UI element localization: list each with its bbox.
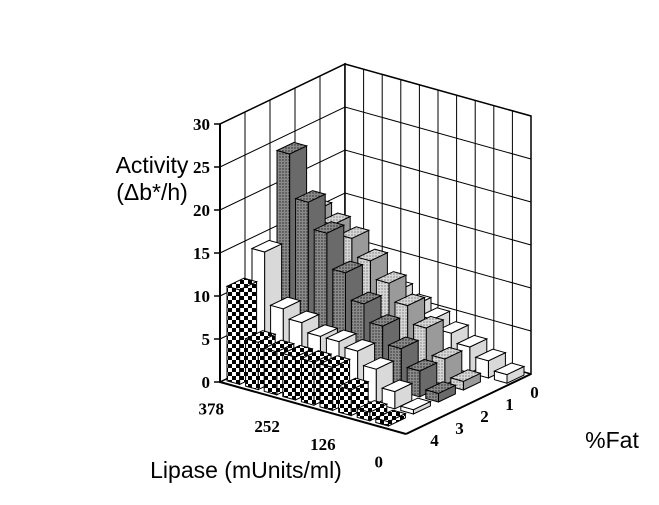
gridline-y: [219, 149, 532, 211]
bar-fat0-lipase42: [474, 348, 507, 379]
fat-tick-label: 0: [530, 383, 539, 402]
gridline-y: [219, 106, 532, 168]
bar-fat4-lipase42: [374, 409, 407, 427]
bar-fat2-lipase42: [424, 381, 457, 403]
bar-fat3-lipase42: [399, 397, 432, 415]
y-tick-label: 0: [202, 373, 211, 392]
lipase-axis-line: [219, 381, 407, 435]
y-axis-label-line1: Activity: [116, 152, 189, 178]
z-axis-label: %Fat: [585, 427, 639, 453]
gridline-y: [219, 63, 532, 125]
y-tick-label: 30: [193, 115, 210, 134]
fat-tick-label: 1: [505, 395, 514, 414]
lipase-tick-label: 126: [310, 435, 336, 454]
bar-fat3-lipase126: [362, 357, 395, 405]
fat-tick-label: 4: [430, 431, 439, 450]
y-tick-label: 5: [202, 330, 211, 349]
x-axis-label: Lipase (mUnits/ml): [150, 457, 342, 483]
lipase-tick-label: 252: [254, 417, 280, 436]
lipase-tick-label: 378: [199, 400, 225, 419]
chart-bars: [225, 141, 526, 427]
y-tick-label: 25: [193, 158, 210, 177]
y-axis-label-line2: (Δb*/h): [116, 179, 188, 205]
y-tick-label: 15: [193, 244, 210, 263]
fat-axis-line: [405, 373, 532, 435]
bar-fat2-lipase84: [405, 358, 439, 398]
y-tick-label: 20: [193, 201, 210, 220]
gridline-y: [219, 192, 532, 254]
y-tick-label: 10: [193, 287, 210, 306]
lipase-tick-label: 0: [374, 452, 383, 471]
fat-tick-label: 2: [480, 407, 489, 426]
fat-tick-label: 3: [455, 419, 464, 438]
bar-fat0-lipase0: [492, 362, 526, 384]
